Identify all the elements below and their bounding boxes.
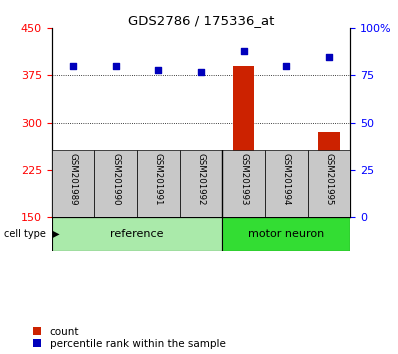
Point (198, 69, 204, 75)
Bar (265, 150, 308, 217)
Point (283, 63, 289, 69)
Point (70, 63, 76, 69)
Text: GSM201994: GSM201994 (282, 153, 291, 206)
Legend: count, percentile rank within the sample: count, percentile rank within the sample (33, 327, 226, 349)
Bar (52, 150, 94, 217)
Text: GSM201992: GSM201992 (197, 153, 205, 206)
Bar (148, 209, 169, 217)
Bar (318, 132, 339, 217)
Point (113, 63, 119, 69)
Bar (222, 217, 350, 251)
Text: reference: reference (110, 229, 164, 239)
Bar (179, 150, 222, 217)
Text: cell type  ▶: cell type ▶ (4, 229, 60, 239)
Point (326, 54, 332, 59)
Bar (137, 150, 179, 217)
Bar (275, 209, 297, 217)
Point (155, 67, 162, 73)
Text: GSM201991: GSM201991 (154, 153, 163, 206)
Bar (52, 217, 222, 251)
Bar (308, 150, 350, 217)
Bar (190, 199, 212, 217)
Bar (62, 179, 84, 217)
Point (240, 48, 247, 54)
Text: GSM201990: GSM201990 (111, 153, 120, 206)
Text: GSM201995: GSM201995 (324, 153, 334, 206)
Bar (233, 66, 254, 217)
Bar (222, 150, 265, 217)
Title: GDS2786 / 175336_at: GDS2786 / 175336_at (128, 14, 274, 27)
Text: motor neuron: motor neuron (248, 229, 324, 239)
Text: GSM201993: GSM201993 (239, 153, 248, 206)
Bar (105, 179, 127, 217)
Text: GSM201989: GSM201989 (68, 153, 78, 206)
Bar (94, 150, 137, 217)
